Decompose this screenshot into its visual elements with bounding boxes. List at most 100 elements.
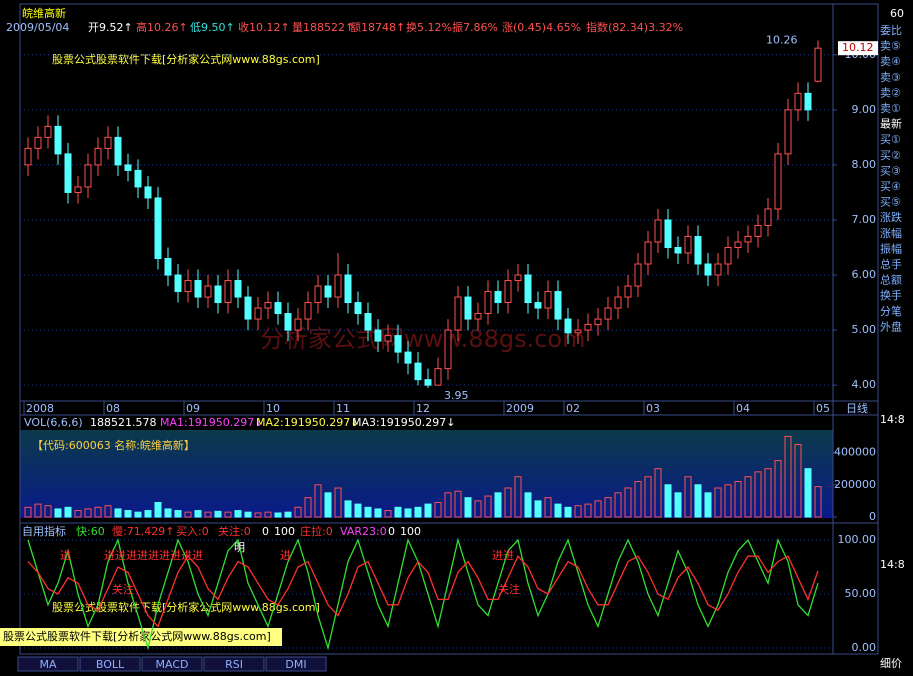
candle-body (654, 219, 662, 243)
volume-bar (54, 508, 62, 518)
candle-body (214, 285, 222, 304)
sidebar-item[interactable]: 买⑤ (880, 196, 901, 209)
candle-body (674, 246, 682, 254)
candle-body (274, 302, 282, 315)
watermark: 股票公式股票软件下载[分析家公式网www.88gs.com] (52, 600, 320, 614)
candle-body (164, 258, 172, 276)
candle-body (644, 241, 652, 265)
signal-label: 关注 (498, 582, 520, 596)
candle-body (44, 125, 52, 138)
sidebar-item[interactable]: 换手 (880, 288, 902, 302)
volume-bar (344, 500, 352, 518)
frame (19, 3, 879, 655)
volume-bar (534, 500, 542, 518)
candle-body (354, 302, 362, 315)
x-tick-label: 2009 (506, 402, 534, 415)
candle-body (524, 274, 532, 304)
candle-body (574, 329, 582, 334)
y-tick-label: 0 (869, 510, 876, 523)
volume-bar (364, 506, 372, 518)
sidebar-item[interactable]: 委比 (880, 24, 902, 37)
tab-label[interactable]: MA (39, 658, 56, 671)
sidebar-item[interactable]: 买② (880, 149, 901, 162)
sidebar-item[interactable]: 最新 (880, 117, 902, 131)
sidebar-item[interactable]: 外盘 (880, 319, 902, 333)
indicator-legend: 100 (274, 525, 295, 538)
sidebar-item[interactable]: 分笔 (880, 304, 902, 318)
indicator-legend: 100 (400, 525, 421, 538)
tab[interactable] (141, 656, 203, 672)
x-tick-label: 04 (736, 402, 750, 415)
y-tick-label: 7.00 (852, 213, 877, 226)
quote-item: 收10.12↑ (238, 20, 290, 34)
candle-body (204, 285, 212, 298)
candle-body (184, 280, 192, 293)
candle-body (624, 285, 632, 298)
candle-body (284, 313, 292, 331)
candle-body (364, 313, 372, 331)
sidebar-item[interactable]: 买④ (880, 180, 901, 193)
candle-body (514, 274, 522, 282)
volume-bar (244, 511, 252, 518)
sidebar-item[interactable]: 涨幅 (880, 227, 902, 240)
candle-body (374, 329, 382, 342)
volume-bar (334, 487, 342, 518)
candle-body (504, 280, 512, 304)
volume-bar (634, 481, 642, 518)
sidebar-item[interactable]: 卖② (880, 86, 901, 99)
candle-body (194, 280, 202, 298)
volume-bar (434, 502, 442, 518)
sidebar-item[interactable]: 买③ (880, 164, 901, 177)
candle-body (774, 153, 782, 210)
signal-label: 进 (280, 549, 291, 562)
sidebar-item[interactable]: 卖① (880, 102, 901, 115)
sidebar-item[interactable]: 买① (880, 133, 901, 146)
volume-bar (194, 510, 202, 518)
tab[interactable] (203, 656, 265, 672)
candle-body (264, 302, 272, 309)
tab-label[interactable]: RSI (225, 658, 243, 671)
volume-bar (604, 497, 612, 518)
volume-bar (764, 468, 772, 518)
tab-label[interactable]: DMI (285, 658, 306, 671)
volume-bar (524, 492, 532, 518)
candle-body (234, 280, 242, 298)
candle-body (414, 362, 422, 381)
volume-bar (514, 476, 522, 518)
tab-label[interactable]: BOLL (96, 658, 125, 671)
quote-item: 低9.50↑ (190, 21, 235, 34)
tab[interactable] (79, 656, 141, 672)
candle-body (534, 302, 542, 309)
sidebar-item[interactable]: 卖③ (880, 71, 901, 84)
tab[interactable] (17, 656, 79, 672)
candle-body (594, 318, 602, 326)
sidebar-item[interactable]: 卖④ (880, 55, 901, 68)
candle-body (704, 263, 712, 276)
volume-bar (154, 502, 162, 518)
candle-body (604, 307, 612, 320)
volume-bar (264, 511, 272, 518)
last-price: 10.12 (842, 41, 874, 54)
indicator-legend: 关注:0 (218, 524, 251, 538)
volume-bar (674, 492, 682, 518)
x-tick-label: 05 (816, 402, 830, 415)
indicator-legend: 庄拉:0 (300, 524, 333, 538)
sidebar-item[interactable]: 总手 (880, 257, 902, 271)
sidebar-item[interactable]: 涨跌 (880, 210, 902, 224)
candle-body (454, 296, 462, 331)
candle-body (554, 291, 562, 320)
candle-body (384, 335, 392, 342)
sidebar-item[interactable]: 振幅 (880, 241, 902, 255)
candle-body (74, 186, 82, 193)
candle-body (804, 92, 812, 111)
tab[interactable] (265, 656, 327, 672)
y-tick-label: 6.00 (852, 268, 877, 281)
tab-label[interactable]: MACD (156, 658, 189, 671)
signal-label: 进进 (492, 549, 514, 562)
x-tick-label: 03 (646, 402, 660, 415)
volume-bar (424, 503, 432, 518)
sidebar-item[interactable]: 卖⑤ (880, 40, 901, 53)
x-tick-label: 02 (566, 402, 580, 415)
volume-legend: 188521.578 (90, 416, 156, 429)
sidebar-item[interactable]: 总额 (880, 273, 902, 287)
